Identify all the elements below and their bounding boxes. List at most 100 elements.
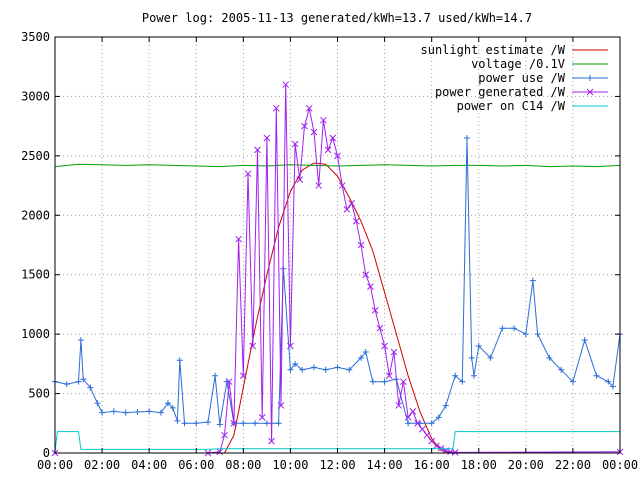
data-point <box>174 417 181 424</box>
data-point <box>362 271 370 279</box>
data-point <box>418 425 426 433</box>
data-point <box>94 400 101 407</box>
x-tick-label: 00:00 <box>602 458 638 472</box>
data-point <box>459 378 466 385</box>
series-5 <box>54 431 620 452</box>
y-tick-label: 3500 <box>21 30 50 44</box>
data-point <box>282 81 290 88</box>
y-tick-label: 3000 <box>21 89 50 103</box>
data-point <box>338 182 346 189</box>
data-point <box>404 413 412 421</box>
legend-label: power generated /W <box>435 85 566 99</box>
data-point <box>558 366 565 373</box>
data-point <box>405 420 412 427</box>
chart-title: Power log: 2005-11-13 generated/kWh=13.7… <box>142 11 532 25</box>
data-point <box>263 420 270 427</box>
data-point <box>240 420 247 427</box>
data-point <box>258 413 266 421</box>
legend-label: power use /W <box>478 71 565 85</box>
x-tick-label: 04:00 <box>131 458 167 472</box>
data-point <box>292 360 299 367</box>
data-point <box>212 372 219 379</box>
data-point <box>205 419 212 426</box>
data-point <box>122 409 129 416</box>
legend-label: voltage /0.1V <box>471 57 565 71</box>
data-point <box>499 325 506 332</box>
y-tick-label: 2500 <box>21 149 50 163</box>
data-point <box>468 354 475 361</box>
data-point <box>400 378 407 386</box>
data-point <box>134 408 141 415</box>
data-point <box>324 146 332 154</box>
series-line <box>54 163 621 168</box>
data-point <box>471 372 478 379</box>
data-point <box>357 241 365 249</box>
data-point <box>239 372 247 380</box>
y-tick-label: 0 <box>43 446 50 460</box>
data-point <box>433 442 440 450</box>
series-line <box>54 431 620 452</box>
legend-label: power on C14 /W <box>457 99 566 113</box>
legend-label: sunlight estimate /W <box>421 43 566 57</box>
x-tick-label: 16:00 <box>414 458 450 472</box>
data-point <box>301 122 308 130</box>
data-point <box>181 420 188 427</box>
data-point <box>452 372 459 379</box>
series-3 <box>52 135 623 428</box>
data-point <box>268 437 275 445</box>
data-point <box>63 381 70 388</box>
data-point <box>272 104 280 112</box>
data-point <box>165 400 171 407</box>
x-tick-label: 20:00 <box>508 458 544 472</box>
data-point <box>87 384 94 391</box>
data-point <box>216 421 223 428</box>
data-point <box>390 348 398 356</box>
data-point <box>277 402 285 409</box>
data-point <box>315 182 323 189</box>
data-point <box>287 342 294 350</box>
data-point <box>522 331 529 338</box>
data-point <box>99 409 106 416</box>
data-point <box>381 378 388 385</box>
data-point <box>371 307 379 314</box>
data-point <box>157 409 164 416</box>
data-point <box>249 342 257 350</box>
data-point <box>322 366 329 373</box>
data-point <box>593 372 600 379</box>
data-series <box>51 81 624 457</box>
data-point <box>451 449 459 456</box>
data-point <box>529 277 536 284</box>
y-tick-label: 500 <box>28 387 50 401</box>
data-point <box>291 140 299 148</box>
x-tick-label: 14:00 <box>367 458 403 472</box>
data-point <box>235 235 242 243</box>
data-point <box>275 420 282 427</box>
data-point <box>569 378 576 385</box>
grid-lines <box>55 37 620 453</box>
data-point <box>385 372 393 380</box>
data-point <box>146 408 153 415</box>
data-point <box>77 337 84 344</box>
data-point <box>463 135 470 142</box>
y-tick-label: 2000 <box>21 208 50 222</box>
data-point <box>546 354 553 361</box>
data-point <box>334 152 341 160</box>
data-point <box>437 444 445 452</box>
data-point <box>80 376 87 383</box>
series-4 <box>51 81 624 457</box>
data-point <box>409 408 417 415</box>
data-point <box>230 419 238 427</box>
data-point <box>435 414 442 421</box>
data-point <box>367 283 374 290</box>
data-point <box>395 402 403 409</box>
data-point <box>305 104 313 112</box>
legend-marker <box>586 88 594 96</box>
data-point <box>362 348 369 355</box>
data-point <box>376 324 384 332</box>
data-point <box>225 378 233 386</box>
data-point <box>334 364 341 371</box>
data-point <box>487 354 494 361</box>
data-point <box>310 128 318 136</box>
data-point <box>414 419 421 427</box>
